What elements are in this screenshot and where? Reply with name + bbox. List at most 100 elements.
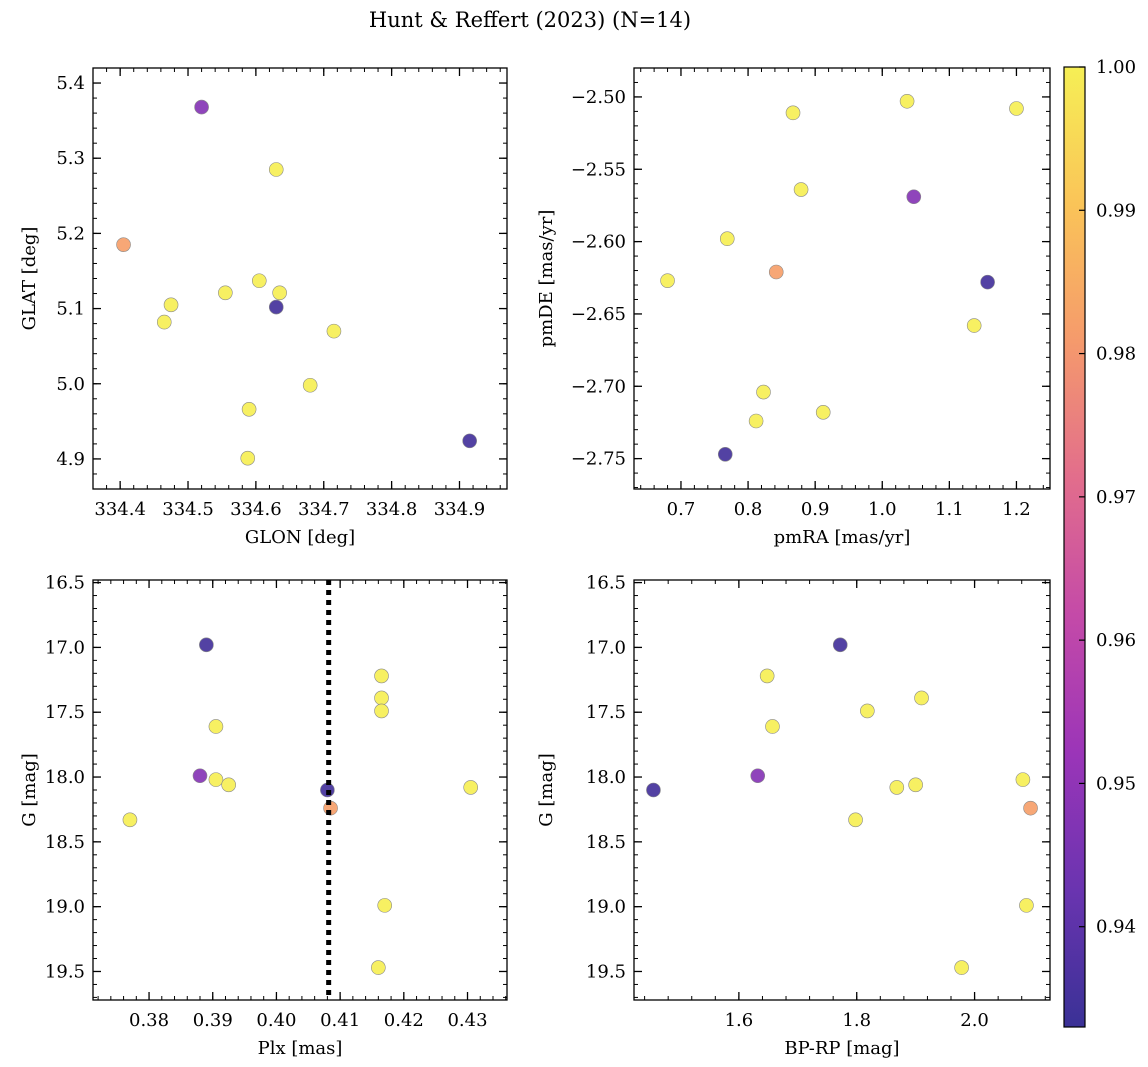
data-point xyxy=(860,703,875,719)
x-tick-label: 0.9 xyxy=(801,499,830,520)
data-point xyxy=(208,772,224,787)
data-point xyxy=(793,182,809,197)
data-point xyxy=(199,637,214,653)
x-tick-label: 334.5 xyxy=(162,499,214,520)
colorbar-tick-label: 0.97 xyxy=(1096,487,1136,508)
x-tick-label: 334.4 xyxy=(94,499,146,520)
data-point xyxy=(156,314,172,330)
data-point xyxy=(240,450,256,466)
y-tick-label: 5.1 xyxy=(56,299,85,320)
panel-plx_g: 0.38 0.39 0.40 0.41 0.42 0.43 16.5 17.0 17.5 18.0… xyxy=(19,573,508,1059)
y-axis-label: G [mag] xyxy=(536,753,557,826)
y-tick-label: 18.5 xyxy=(586,832,626,853)
y-tick-label: 5.2 xyxy=(56,223,85,244)
figure-title: Hunt & Reffert (2023) (N=14) xyxy=(369,8,691,32)
x-tick-label: 334.7 xyxy=(298,499,350,520)
plot-frame xyxy=(633,67,1051,490)
y-tick-label: 5.0 xyxy=(56,374,85,395)
data-point xyxy=(717,446,733,462)
x-tick-label: 1.1 xyxy=(935,499,964,520)
data-point xyxy=(374,668,389,684)
y-tick-label: 17.0 xyxy=(586,637,626,658)
plot-frame xyxy=(92,579,508,1001)
x-tick-label: 1.0 xyxy=(868,499,897,520)
data-point xyxy=(1009,101,1024,116)
data-point xyxy=(832,637,848,653)
data-point xyxy=(899,93,915,109)
x-tick-label: 334.8 xyxy=(366,499,418,520)
data-point xyxy=(765,719,780,734)
data-point xyxy=(268,162,284,177)
x-tick-label: 0.8 xyxy=(734,499,763,520)
x-tick-label: 0.40 xyxy=(256,1010,296,1031)
x-axis-label: BP-RP [mag] xyxy=(784,1038,899,1059)
data-point xyxy=(646,782,661,798)
x-tick-label: 0.39 xyxy=(193,1010,233,1031)
data-point xyxy=(906,189,922,205)
data-point xyxy=(966,318,982,333)
y-tick-label: 18.0 xyxy=(45,767,85,788)
x-axis-label: GLON [deg] xyxy=(245,527,355,548)
x-tick-label: 0.41 xyxy=(320,1010,360,1031)
data-point xyxy=(241,402,257,417)
data-point xyxy=(914,690,929,706)
x-tick-label: 0.43 xyxy=(447,1010,487,1031)
data-point xyxy=(272,285,287,301)
data-point xyxy=(889,780,905,795)
data-point xyxy=(756,384,771,400)
y-axis-label: GLAT [deg] xyxy=(19,227,40,331)
panel-glon_glat: 334.4 334.5 334.6 334.7 334.8 334.9 4.9 5.0 5.1 5… xyxy=(19,67,508,548)
data-point xyxy=(122,812,138,828)
colorbar-tick-label: 0.95 xyxy=(1096,773,1136,794)
data-point xyxy=(377,898,393,913)
y-tick-label: 16.5 xyxy=(45,573,85,594)
colorbar-tick-label: 0.99 xyxy=(1096,200,1136,221)
data-point xyxy=(194,99,209,115)
plot-frame xyxy=(92,67,508,490)
y-tick-label: −2.75 xyxy=(571,449,626,470)
x-tick-label: 0.38 xyxy=(129,1010,169,1031)
data-point xyxy=(116,237,131,252)
data-point xyxy=(163,297,179,313)
colorbar-gradient xyxy=(1063,66,1086,1028)
colorbar-tick-label: 1.00 xyxy=(1096,57,1136,78)
data-point xyxy=(908,777,923,793)
x-tick-label: 1.8 xyxy=(842,1010,871,1031)
data-point xyxy=(750,768,766,784)
y-tick-label: −2.60 xyxy=(571,232,626,253)
y-axis-label: G [mag] xyxy=(19,753,40,826)
colorbar-tick-label: 0.96 xyxy=(1096,630,1136,651)
y-tick-label: 5.4 xyxy=(56,73,85,94)
y-tick-label: 17.0 xyxy=(45,637,85,658)
y-tick-label: −2.55 xyxy=(571,159,626,180)
data-point xyxy=(768,264,784,280)
data-point xyxy=(1023,800,1038,816)
x-tick-label: 1.2 xyxy=(1002,499,1031,520)
x-tick-label: 0.42 xyxy=(384,1010,424,1031)
x-tick-label: 1.6 xyxy=(725,1010,754,1031)
y-axis-label: pmDE [mas/yr] xyxy=(536,210,557,348)
y-tick-label: −2.65 xyxy=(571,304,626,325)
data-point xyxy=(748,413,764,429)
data-point xyxy=(462,433,477,449)
x-tick-label: 2.0 xyxy=(960,1010,989,1031)
panel-pmra_pmde: 0.7 0.8 0.9 1.0 1.1 1.2 −2.75 −2.70 −2.65 −2.60 −2… xyxy=(536,67,1051,548)
data-point xyxy=(371,960,386,975)
data-point xyxy=(980,274,995,290)
panel-bprp_g: 1.6 1.8 2.0 16.5 17.0 17.5 18.0 18.5 19.0 19.5 BP-… xyxy=(536,573,1051,1059)
y-tick-label: 19.5 xyxy=(45,961,85,982)
y-tick-label: −2.50 xyxy=(571,87,626,108)
data-point xyxy=(815,405,831,420)
y-tick-label: 5.3 xyxy=(56,148,85,169)
x-tick-label: 334.6 xyxy=(230,499,282,520)
data-point xyxy=(251,273,267,289)
data-point xyxy=(302,377,318,393)
data-point xyxy=(848,812,863,828)
data-point xyxy=(1015,772,1031,787)
data-point xyxy=(218,285,233,301)
y-tick-label: 19.0 xyxy=(586,897,626,918)
y-tick-label: 19.0 xyxy=(45,897,85,918)
plot-frame xyxy=(633,579,1051,1001)
y-tick-label: 17.5 xyxy=(586,702,626,723)
